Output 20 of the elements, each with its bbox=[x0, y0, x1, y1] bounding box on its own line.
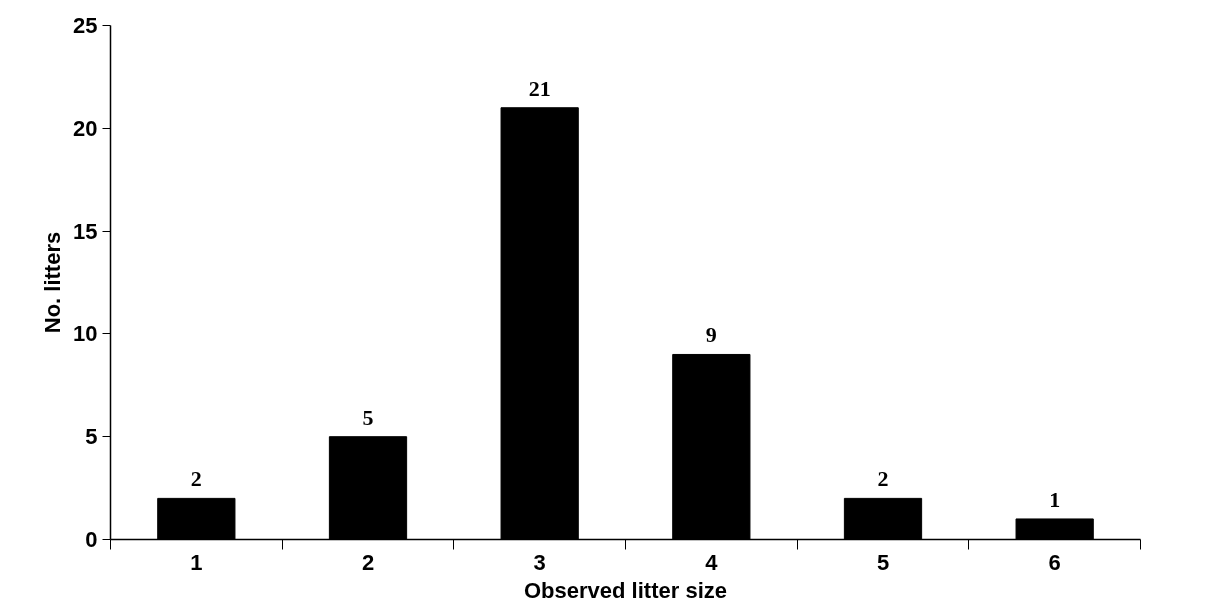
y-tick-label: 0 bbox=[85, 527, 98, 552]
x-tick-label: 6 bbox=[1048, 549, 1061, 575]
y-tick-label: 5 bbox=[85, 424, 98, 450]
data-label: 2 bbox=[877, 466, 889, 492]
x-tick-label: 4 bbox=[705, 549, 719, 575]
data-label: 9 bbox=[705, 322, 717, 348]
y-tick-label: 25 bbox=[73, 13, 98, 38]
y-tick-label: 15 bbox=[73, 218, 98, 244]
x-tick-label: 3 bbox=[533, 549, 546, 575]
y-axis-title: No. litters bbox=[40, 231, 66, 334]
x-tick-label: 1 bbox=[190, 549, 203, 575]
data-label: 5 bbox=[362, 404, 374, 430]
y-tick-label: 10 bbox=[73, 321, 98, 347]
x-tick-label: 2 bbox=[361, 549, 375, 575]
x-axis-title: Observed litter size bbox=[524, 577, 727, 603]
x-tick-label: 5 bbox=[876, 549, 890, 575]
data-label: 1 bbox=[1049, 486, 1061, 512]
y-tick-label: 20 bbox=[73, 115, 98, 141]
data-label: 2 bbox=[190, 466, 202, 492]
data-label: 21 bbox=[528, 75, 551, 101]
